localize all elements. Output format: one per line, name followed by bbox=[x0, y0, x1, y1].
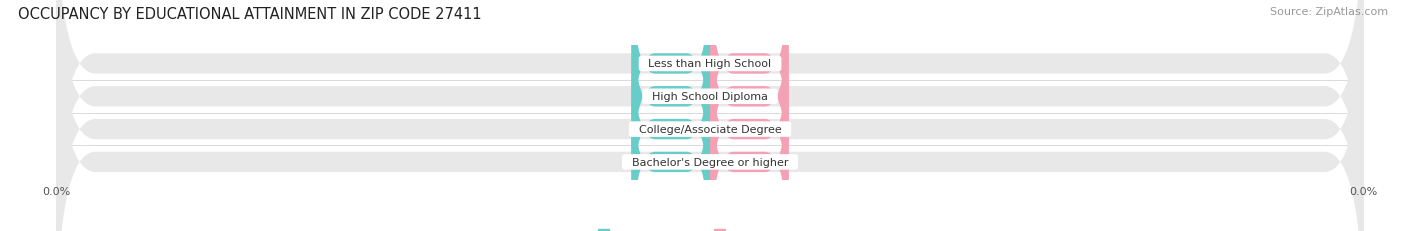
FancyBboxPatch shape bbox=[710, 0, 789, 172]
FancyBboxPatch shape bbox=[631, 22, 710, 231]
FancyBboxPatch shape bbox=[710, 55, 789, 231]
Text: 0.0%: 0.0% bbox=[735, 157, 763, 167]
Text: Bachelor's Degree or higher: Bachelor's Degree or higher bbox=[624, 157, 796, 167]
FancyBboxPatch shape bbox=[56, 0, 1364, 231]
FancyBboxPatch shape bbox=[631, 55, 710, 231]
Text: 0.0%: 0.0% bbox=[657, 59, 685, 69]
Text: 0.0%: 0.0% bbox=[657, 92, 685, 102]
Text: 0.0%: 0.0% bbox=[657, 157, 685, 167]
Text: High School Diploma: High School Diploma bbox=[645, 92, 775, 102]
Text: 0.0%: 0.0% bbox=[735, 59, 763, 69]
Text: OCCUPANCY BY EDUCATIONAL ATTAINMENT IN ZIP CODE 27411: OCCUPANCY BY EDUCATIONAL ATTAINMENT IN Z… bbox=[18, 7, 482, 22]
Text: 0.0%: 0.0% bbox=[657, 125, 685, 134]
FancyBboxPatch shape bbox=[710, 0, 789, 204]
Text: Less than High School: Less than High School bbox=[641, 59, 779, 69]
Text: Source: ZipAtlas.com: Source: ZipAtlas.com bbox=[1270, 7, 1388, 17]
FancyBboxPatch shape bbox=[56, 0, 1364, 231]
FancyBboxPatch shape bbox=[56, 0, 1364, 231]
Text: 0.0%: 0.0% bbox=[735, 92, 763, 102]
Text: College/Associate Degree: College/Associate Degree bbox=[631, 125, 789, 134]
FancyBboxPatch shape bbox=[710, 22, 789, 231]
Text: 0.0%: 0.0% bbox=[735, 125, 763, 134]
Legend: Owner-occupied, Renter-occupied: Owner-occupied, Renter-occupied bbox=[593, 225, 827, 231]
FancyBboxPatch shape bbox=[631, 0, 710, 172]
FancyBboxPatch shape bbox=[631, 0, 710, 204]
FancyBboxPatch shape bbox=[56, 0, 1364, 231]
